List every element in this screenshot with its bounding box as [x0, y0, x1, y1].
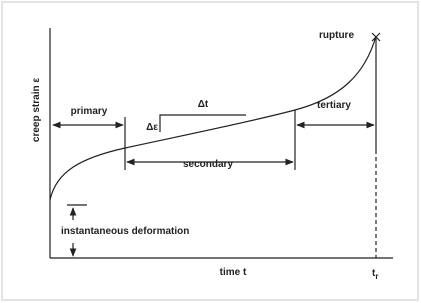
y-axis-label: creep strain ε [31, 78, 42, 142]
delta-strain: Δε [146, 122, 158, 133]
tertiary-label: tertiary [317, 100, 351, 111]
rupture-time-base: t [372, 268, 376, 279]
slope-triangle [159, 114, 246, 132]
rupture-time: tr [372, 268, 378, 281]
rupture-mark [371, 32, 381, 42]
primary-label: primary [71, 106, 108, 117]
x-axis-label: time t [220, 267, 247, 278]
secondary-label: secondary [183, 159, 233, 170]
delta-time: Δt [198, 99, 209, 110]
rupture-label: rupture [319, 30, 354, 41]
rupture-time-sub: r [375, 272, 378, 281]
creep-curve [49, 35, 377, 201]
instant-label: instantaneous deformation [61, 226, 189, 237]
